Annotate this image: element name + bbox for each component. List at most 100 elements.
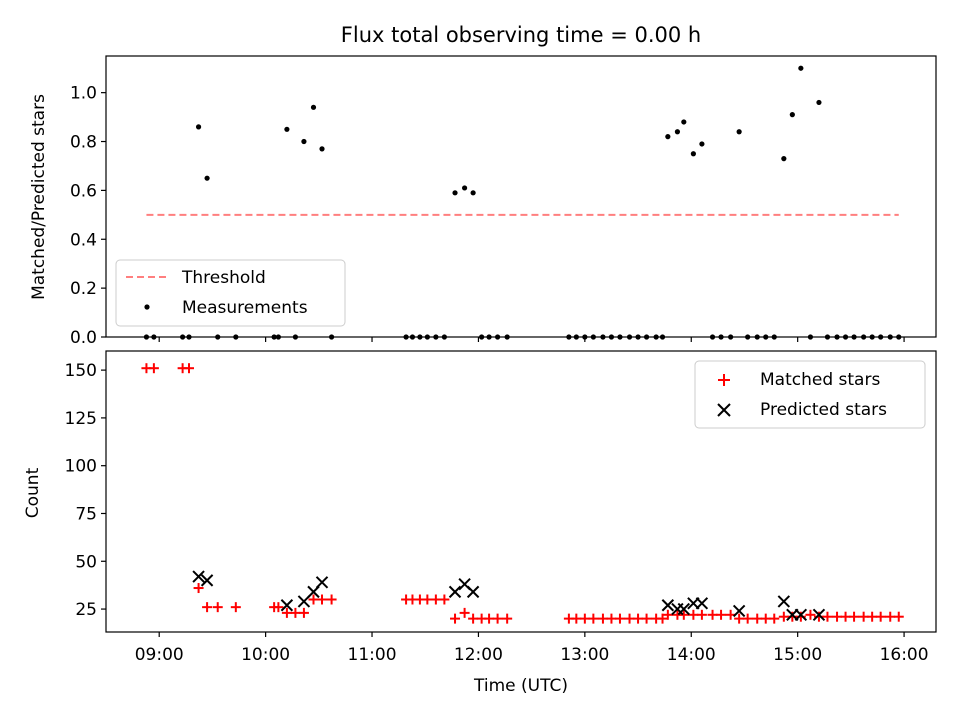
matched-star-marker: [502, 613, 513, 624]
matched-star-marker: [813, 611, 824, 622]
predicted-star-marker: [200, 574, 214, 587]
ratio-y-tick-label: 1.0: [70, 84, 97, 104]
x-axis-label: Time (UTC): [473, 676, 568, 696]
matched-star-marker: [468, 613, 479, 624]
measurement-point: [659, 334, 666, 340]
measurement-point: [816, 99, 822, 106]
matched-star-marker: [760, 613, 771, 624]
measurement-point: [328, 334, 335, 340]
measurement-point: [842, 334, 849, 340]
measurement-point: [699, 141, 705, 147]
matched-star-marker: [696, 609, 707, 620]
measurement-point: [896, 334, 902, 340]
measurement-point: [215, 334, 221, 340]
measurement-point: [301, 138, 307, 145]
measurements-legend-label: Measurements: [182, 298, 308, 318]
measurements-legend-swatch: [144, 304, 150, 310]
measurement-point: [653, 334, 659, 340]
measurement-point: [424, 334, 430, 340]
matched-star-marker: [430, 594, 441, 605]
matched-star-marker: [840, 611, 851, 622]
measurement-point: [807, 334, 814, 340]
measurement-point: [143, 334, 150, 340]
count-panel: 25 50 75 100 125 150 09:00 10:00 11:00 12:00 13:0…: [23, 350, 937, 696]
matched-stars-points: [141, 363, 904, 624]
count-y-tick-label: 50: [75, 552, 97, 572]
measurement-point: [319, 146, 325, 152]
measurement-point: [582, 334, 588, 340]
matched-star-marker: [326, 594, 337, 605]
measurement-point: [403, 334, 409, 340]
measurement-point: [590, 334, 596, 340]
measurement-point: [763, 334, 769, 340]
predicted-star-marker: [661, 599, 675, 612]
count-x-tick-label: 16:00: [880, 645, 929, 665]
predicted-star-marker: [695, 597, 709, 610]
count-legend: Matched stars Predicted stars: [694, 360, 926, 429]
count-x-axis: 09:00 10:00 11:00 12:00 13:00 14:00 15:00 16:00: [135, 632, 929, 665]
measurement-point: [470, 190, 476, 196]
measurement-point: [718, 334, 724, 340]
measurement-point: [452, 190, 458, 196]
predicted-star-marker: [812, 608, 826, 622]
matched-star-marker: [662, 609, 673, 620]
matched-star-marker: [148, 363, 159, 374]
measurement-point: [824, 334, 831, 340]
measurement-point: [409, 334, 416, 340]
matched-star-marker: [484, 613, 495, 624]
matched-star-marker: [588, 613, 599, 624]
count-x-tick-label: 13:00: [560, 645, 609, 665]
count-x-tick-label: 10:00: [241, 645, 290, 665]
matched-star-marker: [614, 613, 625, 624]
measurement-point: [417, 334, 423, 340]
matched-star-marker: [778, 611, 789, 622]
measurement-point: [674, 129, 681, 135]
predicted-star-marker: [777, 595, 791, 608]
matched-star-marker: [230, 602, 241, 613]
count-legend-box: [694, 360, 926, 429]
measurement-point: [617, 334, 623, 340]
matched-star-marker: [184, 363, 194, 374]
ratio-y-axis-label: Matched/Predicted stars: [29, 94, 49, 300]
matched-star-marker: [742, 613, 753, 624]
threshold-legend-label: Threshold: [181, 268, 266, 288]
measurement-point: [608, 334, 615, 340]
ratio-y-tick-label: 0.6: [70, 181, 97, 201]
measurement-point: [798, 65, 804, 71]
measurement-point: [834, 334, 840, 340]
matched-star-marker: [439, 594, 450, 605]
measurement-point: [180, 334, 186, 340]
ratio-y-tick-label: 0.0: [70, 328, 97, 348]
matched-star-marker: [202, 602, 213, 613]
count-x-tick-label: 11:00: [348, 645, 397, 665]
chart-title: Flux total observing time = 0.00 h: [341, 23, 701, 47]
measurement-point: [869, 334, 875, 340]
ratio-y-tick-label: 0.2: [70, 279, 97, 299]
count-y-axis: 25 50 75 100 125 150: [65, 361, 106, 620]
measurement-point: [479, 334, 485, 340]
matched-star-marker: [805, 609, 816, 620]
predicted-star-marker: [466, 585, 480, 599]
matched-star-marker: [606, 613, 617, 624]
matched-star-marker: [885, 611, 896, 622]
count-plot-frame: [105, 350, 937, 633]
matched-star-marker: [769, 613, 780, 624]
measurement-point: [643, 334, 650, 340]
predicted-star-marker: [280, 599, 294, 612]
measurement-point: [736, 129, 742, 135]
matched-star-marker: [422, 594, 433, 605]
count-y-tick-label: 75: [75, 504, 97, 524]
measurement-point: [745, 334, 751, 340]
ratio-plot-frame: [105, 55, 937, 338]
predicted-legend-swatch: [717, 403, 731, 417]
ratio-y-tick-label: 0.8: [70, 133, 97, 153]
matched-star-marker: [193, 583, 204, 594]
measurement-point: [781, 156, 787, 162]
measurement-point: [754, 334, 760, 340]
measurement-point: [681, 119, 687, 125]
matched-star-marker: [290, 607, 301, 618]
matched-star-marker: [212, 602, 223, 613]
matched-star-marker: [752, 613, 763, 624]
matched-star-marker: [571, 613, 582, 624]
measurement-point: [728, 334, 734, 340]
